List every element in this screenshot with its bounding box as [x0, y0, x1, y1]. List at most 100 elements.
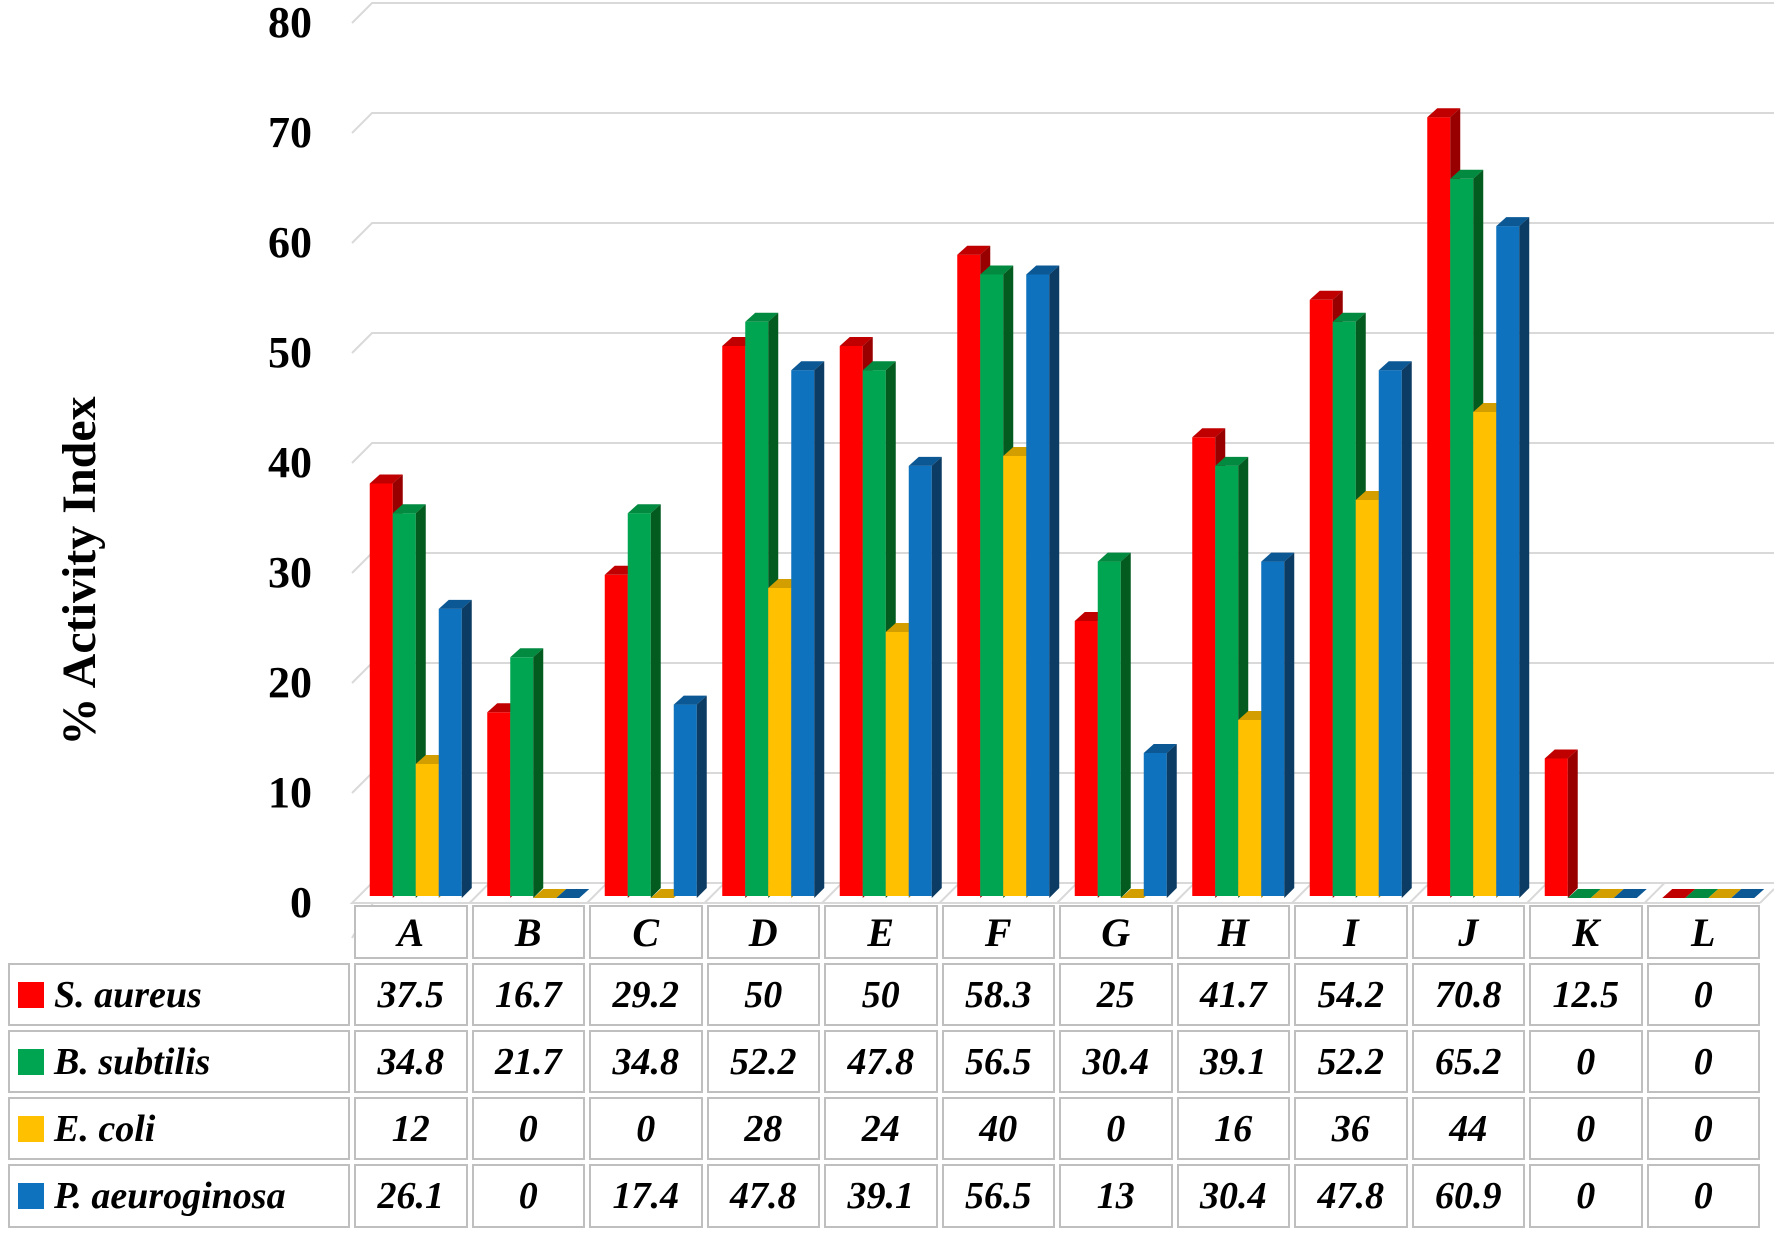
value-cell-J: 65.2	[1411, 1030, 1525, 1093]
bar-zero-L	[1685, 889, 1719, 898]
bar-zero-K	[1590, 889, 1624, 898]
value-cell-D: 50	[706, 963, 820, 1026]
bar-s-aureus-K	[1544, 749, 1578, 898]
category-header-C: C	[589, 905, 703, 959]
y-tick-label-50: 50	[268, 328, 312, 377]
value-cell-H: 41.7	[1176, 963, 1290, 1026]
bar-p-aeuroginosa-A	[438, 599, 472, 898]
bar-p-aeuroginosa-C	[673, 695, 707, 898]
value-cell-C: 0	[589, 1097, 703, 1160]
value-cell-K: 0	[1529, 1030, 1643, 1093]
value-cell-L: 0	[1646, 1030, 1760, 1093]
value-cell-B: 21.7	[471, 1030, 585, 1093]
value-cell-E: 39.1	[824, 1164, 938, 1228]
bar-b-subtilis-G	[1097, 552, 1131, 898]
y-tick-label-60: 60	[268, 218, 312, 267]
y-tick-label-70: 70	[268, 108, 312, 157]
value-cell-K: 0	[1529, 1164, 1643, 1228]
legend-cell: B. subtilis	[8, 1030, 350, 1093]
y-tick-label-0: 0	[290, 878, 312, 927]
legend-key-swatch	[18, 1048, 44, 1075]
series-name: B. subtilis	[54, 1040, 211, 1083]
value-cell-E: 24	[824, 1097, 938, 1160]
value-cell-H: 30.4	[1176, 1164, 1290, 1228]
value-cell-I: 54.2	[1294, 963, 1408, 1026]
bar-p-aeuroginosa-H	[1261, 552, 1295, 898]
y-tick-label-30: 30	[268, 548, 312, 597]
value-cell-F: 58.3	[941, 963, 1055, 1026]
value-cell-J: 70.8	[1411, 963, 1525, 1026]
bar-zero-K	[1567, 889, 1601, 898]
value-cell-H: 16	[1176, 1097, 1290, 1160]
value-cell-L: 0	[1646, 963, 1760, 1026]
value-cell-A: 12	[354, 1097, 468, 1160]
bar-p-aeuroginosa-D	[791, 361, 825, 898]
category-header-A: A	[354, 905, 468, 959]
bar-p-aeuroginosa-F	[1026, 265, 1060, 898]
category-header-I: I	[1294, 905, 1408, 959]
value-cell-F: 56.5	[941, 1164, 1055, 1228]
value-cell-K: 0	[1529, 1097, 1643, 1160]
category-header-G: G	[1059, 905, 1173, 959]
value-cell-A: 26.1	[354, 1164, 468, 1228]
y-tick-label-10: 10	[268, 768, 312, 817]
y-tick-label-80: 80	[268, 0, 312, 47]
value-cell-G: 25	[1059, 963, 1173, 1026]
value-cell-K: 12.5	[1529, 963, 1643, 1026]
value-cell-C: 17.4	[589, 1164, 703, 1228]
bar-zero-L	[1708, 889, 1742, 898]
category-header-D: D	[706, 905, 820, 959]
value-cell-I: 47.8	[1294, 1164, 1408, 1228]
bar-zero-B	[556, 889, 590, 898]
value-cell-B: 0	[471, 1164, 585, 1228]
value-cell-I: 52.2	[1294, 1030, 1408, 1093]
value-cell-E: 47.8	[824, 1030, 938, 1093]
value-cell-H: 39.1	[1176, 1030, 1290, 1093]
category-header-B: B	[471, 905, 585, 959]
category-header-L: L	[1646, 905, 1760, 959]
value-cell-D: 52.2	[706, 1030, 820, 1093]
value-cell-B: 0	[471, 1097, 585, 1160]
value-cell-D: 47.8	[706, 1164, 820, 1228]
value-cell-G: 13	[1059, 1164, 1173, 1228]
bar-p-aeuroginosa-E	[908, 456, 942, 898]
category-header-E: E	[824, 905, 938, 959]
legend-cell: S. aureus	[8, 963, 350, 1026]
legend-key-swatch	[18, 1183, 44, 1209]
value-cell-I: 36	[1294, 1097, 1408, 1160]
data-table: A B C D E F G H I J K L S. aureus 37.5 16.7 29.2 50 50 58.…	[8, 905, 1760, 1228]
legend-key-swatch	[18, 1115, 44, 1142]
bar-b-subtilis-C	[627, 504, 661, 898]
legend-key-swatch	[18, 981, 44, 1008]
value-cell-G: 0	[1059, 1097, 1173, 1160]
series-name: E. coli	[54, 1107, 156, 1150]
bar-zero-L	[1731, 889, 1765, 898]
table-corner-spacer	[8, 905, 350, 959]
series-name: P. aeuroginosa	[54, 1175, 286, 1217]
value-cell-L: 0	[1646, 1164, 1760, 1228]
bar-p-aeuroginosa-I	[1378, 361, 1412, 898]
bar-b-subtilis-B	[510, 648, 544, 898]
value-cell-F: 56.5	[941, 1030, 1055, 1093]
y-tick-label-20: 20	[268, 658, 312, 707]
value-cell-B: 16.7	[471, 963, 585, 1026]
value-cell-J: 60.9	[1411, 1164, 1525, 1228]
category-header-J: J	[1411, 905, 1525, 959]
value-cell-J: 44	[1411, 1097, 1525, 1160]
category-header-H: H	[1176, 905, 1290, 959]
bar-zero-K	[1613, 889, 1647, 898]
category-header-F: F	[941, 905, 1055, 959]
value-cell-C: 34.8	[589, 1030, 703, 1093]
category-header-K: K	[1529, 905, 1643, 959]
value-cell-A: 37.5	[354, 963, 468, 1026]
legend-cell: E. coli	[8, 1097, 350, 1160]
y-tick-label-40: 40	[268, 438, 312, 487]
series-name: S. aureus	[54, 973, 202, 1016]
value-cell-D: 28	[706, 1097, 820, 1160]
bar-zero-B	[533, 889, 567, 898]
bar-zero-L	[1662, 889, 1696, 898]
value-cell-E: 50	[824, 963, 938, 1026]
value-cell-C: 29.2	[589, 963, 703, 1026]
